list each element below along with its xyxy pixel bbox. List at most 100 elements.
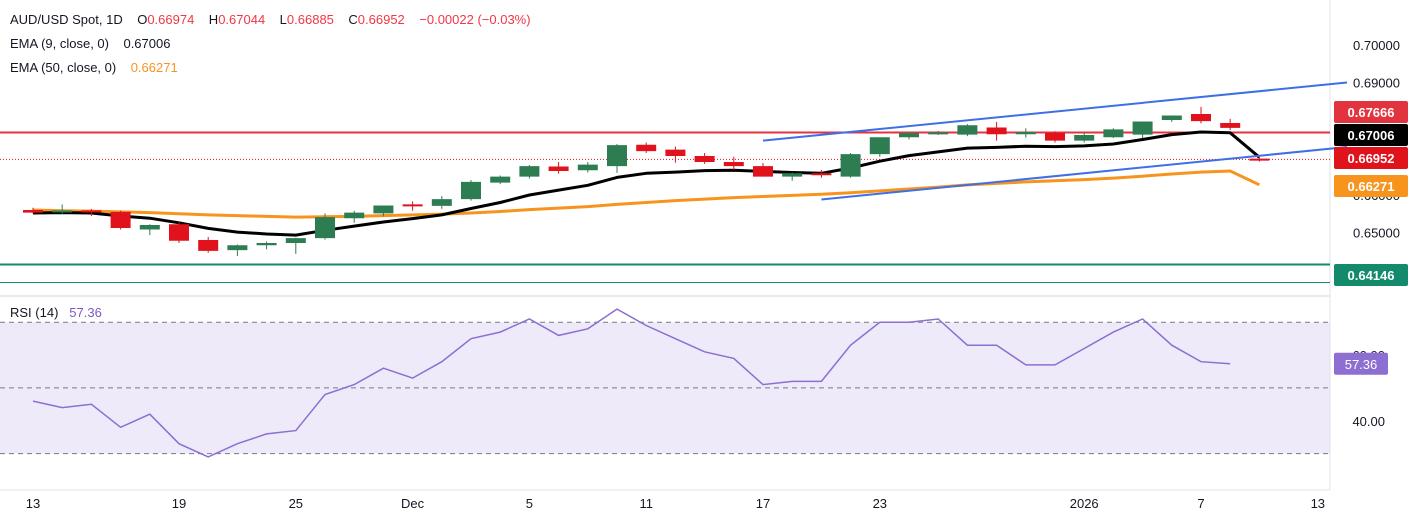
rsi-tag-label: 57.36 xyxy=(1345,357,1378,372)
candle-body xyxy=(753,166,773,177)
close-label: C xyxy=(348,12,358,27)
candle-body xyxy=(227,245,248,251)
ema9-line xyxy=(32,130,1261,237)
candle xyxy=(285,237,306,254)
price-tag-box xyxy=(1334,124,1408,146)
candle xyxy=(1220,118,1241,131)
candle-body xyxy=(256,243,277,246)
y-tick-label: 0.65000 xyxy=(1353,226,1400,241)
candle xyxy=(431,196,452,209)
candle xyxy=(928,130,949,135)
candle-body xyxy=(519,166,540,177)
close-value: 0.66952 xyxy=(357,12,405,27)
candle-body xyxy=(694,156,715,162)
candle-body xyxy=(285,238,306,243)
low-value: 0.66885 xyxy=(286,12,334,27)
candle-body xyxy=(490,176,511,183)
price-tag: 0.67666 xyxy=(1334,101,1408,123)
candle-body xyxy=(344,212,365,219)
candle xyxy=(694,153,715,164)
candle-body xyxy=(723,162,744,167)
candle xyxy=(169,222,189,243)
candle xyxy=(81,208,102,216)
open-value: 0.66974 xyxy=(147,12,195,27)
candle xyxy=(577,162,598,173)
price-tag-box xyxy=(1334,264,1408,286)
ohlc-legend: AUD/USD Spot, 1D O0.66974 H0.67044 L0.66… xyxy=(10,12,531,27)
candle-body xyxy=(1015,132,1036,135)
candle-body xyxy=(110,211,131,228)
x-tick-label: 17 xyxy=(756,496,770,511)
candle xyxy=(811,169,832,178)
candle-body xyxy=(431,199,452,206)
candle xyxy=(957,124,978,137)
x-tick-label: 25 xyxy=(289,496,303,511)
ema50-label: EMA (50, close, 0) xyxy=(10,60,117,75)
candle xyxy=(1045,131,1065,143)
x-tick-label: Dec xyxy=(401,496,425,511)
candle-body xyxy=(373,205,394,214)
candle-body xyxy=(1103,129,1124,138)
candle-body xyxy=(1161,115,1182,120)
candle xyxy=(548,162,569,174)
candle xyxy=(23,207,43,214)
candle-body xyxy=(1132,121,1153,135)
candle-body xyxy=(928,132,949,135)
ema9-value: 0.67006 xyxy=(123,36,171,51)
x-tick-label: 11 xyxy=(639,496,653,511)
open-label: O xyxy=(137,12,148,27)
ema9-label: EMA (9, close, 0) xyxy=(10,36,109,51)
x-tick-label: 2026 xyxy=(1070,496,1099,511)
candle xyxy=(1191,106,1211,124)
candle-body xyxy=(869,137,890,155)
candle xyxy=(899,132,919,140)
channel-lower-line xyxy=(821,146,1348,201)
candle xyxy=(490,175,511,185)
price-tag-label: 0.64146 xyxy=(1348,268,1395,283)
x-tick-label: 5 xyxy=(526,496,533,511)
candle xyxy=(52,204,73,215)
candle-body xyxy=(461,181,481,200)
candle xyxy=(519,165,540,179)
candle-body xyxy=(636,144,657,152)
price-tag-label: 0.67006 xyxy=(1348,128,1395,143)
candle xyxy=(402,201,423,211)
price-tag: 0.66271 xyxy=(1334,175,1408,197)
price-tag: 0.67006 xyxy=(1334,124,1408,146)
candle xyxy=(869,137,890,157)
candle-body xyxy=(665,149,686,156)
candle xyxy=(986,121,1007,141)
candle xyxy=(461,180,481,201)
candle-body xyxy=(1045,132,1065,141)
rsi-tag-box xyxy=(1334,352,1388,375)
candle xyxy=(227,244,248,257)
candle xyxy=(1015,128,1036,138)
rsi-legend: RSI (14) 57.36 xyxy=(10,305,102,320)
candle xyxy=(198,237,219,253)
candle-body xyxy=(402,204,423,207)
candle-body xyxy=(1074,135,1095,141)
x-tick-label: 19 xyxy=(172,496,186,511)
candle xyxy=(1161,115,1182,122)
candle xyxy=(1103,128,1124,138)
x-tick-label: 13 xyxy=(26,496,40,511)
rsi-legend-value: 57.36 xyxy=(69,305,102,320)
rsi-label: RSI (14) xyxy=(10,305,59,320)
rsi-value-tag: 57.36 xyxy=(1334,352,1388,375)
price-tag-box xyxy=(1334,101,1408,123)
price-tag-label: 0.66952 xyxy=(1348,151,1395,166)
candle-body xyxy=(811,173,832,176)
candle-body xyxy=(52,210,73,213)
candle-body xyxy=(198,240,219,251)
price-tag-label: 0.67666 xyxy=(1348,105,1395,120)
price-tag-box xyxy=(1334,147,1408,169)
candle-body xyxy=(1191,114,1211,122)
candle xyxy=(753,163,773,177)
candle-body xyxy=(607,145,627,167)
candle-body xyxy=(548,166,569,171)
candle xyxy=(782,172,803,181)
candle xyxy=(1249,156,1270,162)
candle-body xyxy=(169,224,189,241)
candle-body xyxy=(577,164,598,171)
